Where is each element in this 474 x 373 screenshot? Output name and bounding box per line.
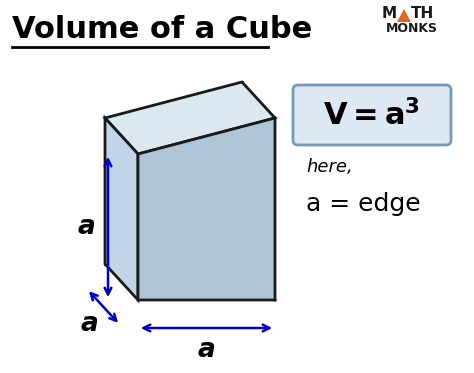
Text: a: a xyxy=(81,311,99,337)
FancyBboxPatch shape xyxy=(293,85,451,145)
Polygon shape xyxy=(105,82,275,154)
Polygon shape xyxy=(397,9,411,22)
Text: TH: TH xyxy=(411,6,434,21)
Text: a: a xyxy=(77,214,95,240)
Polygon shape xyxy=(138,118,275,300)
Text: a: a xyxy=(198,337,215,363)
Text: here,: here, xyxy=(306,158,353,176)
Text: M: M xyxy=(382,6,397,21)
Text: MONKS: MONKS xyxy=(386,22,438,35)
Polygon shape xyxy=(105,118,138,300)
Text: Volume of a Cube: Volume of a Cube xyxy=(12,15,312,44)
Text: a = edge: a = edge xyxy=(306,192,420,216)
Text: $\mathbf{V = a^3}$: $\mathbf{V = a^3}$ xyxy=(323,99,420,131)
